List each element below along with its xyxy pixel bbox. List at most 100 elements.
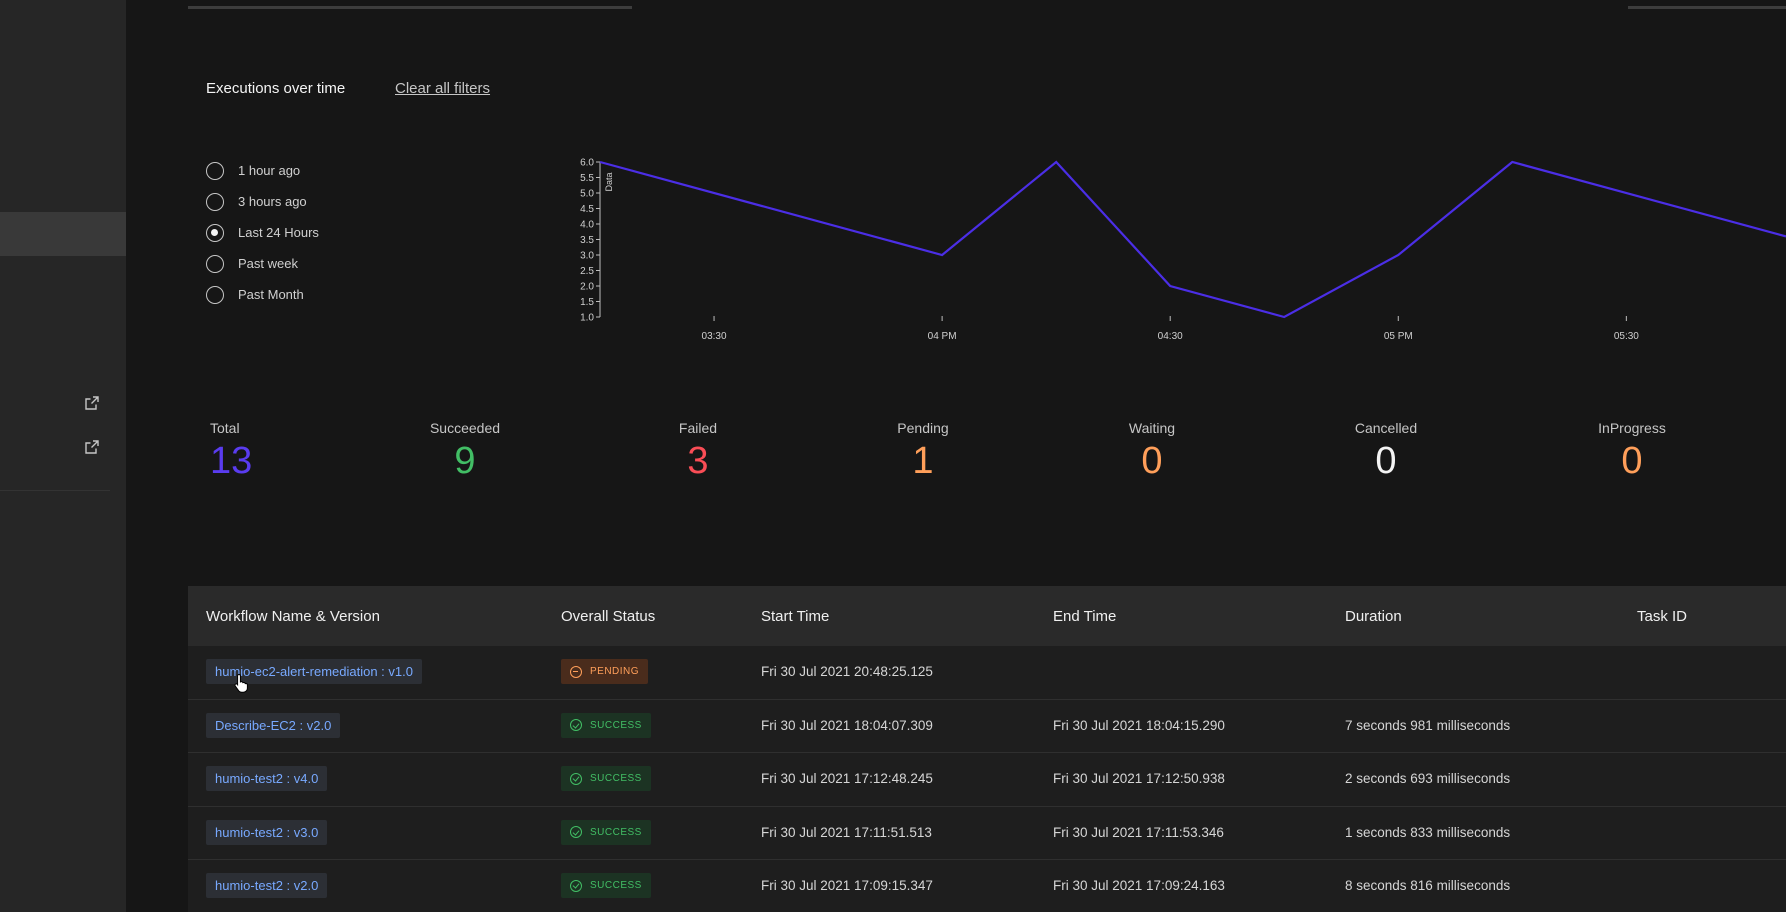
stat-label: Failed — [678, 420, 718, 436]
end-time-cell: Fri 30 Jul 2021 17:12:50.938 — [1053, 771, 1225, 786]
y-tick-label: 1.0 — [580, 313, 594, 324]
top-input-edge — [188, 6, 632, 9]
status-badge: SUCCESS — [561, 873, 651, 898]
status-text: PENDING — [590, 666, 640, 677]
stat-pending: Pending 1 — [897, 420, 948, 480]
status-badge: SUCCESS — [561, 819, 651, 845]
stat-succeeded: Succeeded 9 — [430, 420, 500, 480]
sidebar-divider — [0, 490, 110, 491]
clear-all-filters-link[interactable]: Clear all filters — [395, 80, 491, 97]
column-header-duration[interactable]: Duration — [1345, 608, 1402, 625]
y-tick-label: 2.5 — [580, 266, 594, 277]
radio-label: Last 24 Hours — [238, 225, 319, 240]
stat-inprogress: InProgress 0 — [1598, 420, 1666, 480]
duration-cell: 7 seconds 981 milliseconds — [1345, 717, 1511, 733]
sidebar-item-active[interactable] — [0, 212, 126, 256]
duration-cell: 1 seconds 833 milliseconds — [1345, 824, 1511, 840]
radio-label: 1 hour ago — [238, 163, 301, 178]
executions-series-line — [599, 160, 1786, 319]
stat-label: Waiting — [1128, 420, 1176, 436]
stat-waiting: Waiting 0 — [1129, 420, 1175, 480]
column-header-task-id[interactable]: Task ID — [1637, 608, 1688, 625]
column-header-workflow-name-version[interactable]: Workflow Name & Version — [206, 608, 380, 625]
y-tick-label: 6.0 — [580, 158, 594, 169]
table-body: humio-ec2-alert-remediation : v1.0 PENDIN… — [188, 646, 1786, 912]
radio-option-last-24-hours[interactable]: Last 24 Hours — [206, 217, 319, 248]
radio-checked-icon[interactable] — [206, 223, 224, 242]
start-time-cell: Fri 30 Jul 2021 17:09:15.347 — [761, 878, 933, 893]
stat-value: 0 — [1141, 440, 1163, 482]
external-link-icon[interactable] — [84, 439, 100, 455]
start-time-cell: Fri 30 Jul 2021 18:04:07.309 — [761, 717, 933, 733]
column-header-end-time[interactable]: End Time — [1053, 608, 1117, 625]
x-tick-label: 03:30 — [702, 331, 727, 342]
checkmark-circle-icon — [570, 879, 582, 892]
end-time-cell: Fri 30 Jul 2021 17:09:24.163 — [1053, 878, 1225, 893]
sidebar — [0, 0, 126, 912]
stat-value: 0 — [1375, 440, 1397, 482]
stat-label: Pending — [897, 420, 949, 436]
table-row[interactable]: humio-ec2-alert-remediation : v1.0 PENDIN… — [188, 646, 1786, 700]
radio-unchecked-icon[interactable] — [206, 161, 224, 180]
y-tick-label: 1.5 — [580, 297, 594, 308]
radio-unchecked-icon[interactable] — [206, 285, 224, 304]
y-tick-label: 5.0 — [580, 189, 594, 200]
x-tick-label: 05:30 — [1614, 331, 1639, 342]
stat-total: Total 13 — [210, 420, 252, 480]
radio-label: Past Month — [238, 287, 304, 302]
y-tick-label: 4.5 — [580, 204, 594, 215]
workflow-link[interactable]: Describe-EC2 : v2.0 — [206, 712, 341, 738]
radio-unchecked-icon[interactable] — [206, 192, 224, 211]
y-tick-label: 2.0 — [580, 282, 594, 293]
radio-option-past-month[interactable]: Past Month — [206, 279, 319, 310]
duration-cell: 8 seconds 816 milliseconds — [1345, 878, 1511, 893]
end-time-cell: Fri 30 Jul 2021 17:11:53.346 — [1053, 824, 1224, 840]
mouse-cursor-icon — [234, 673, 248, 693]
radio-option-past-week[interactable]: Past week — [206, 248, 319, 279]
end-time-cell: Fri 30 Jul 2021 18:04:15.290 — [1053, 717, 1225, 733]
x-tick-label: 05 PM — [1384, 331, 1413, 342]
external-link-icon[interactable] — [84, 395, 100, 411]
status-badge: SUCCESS — [561, 766, 651, 791]
stat-label: Total — [210, 420, 240, 436]
stat-label: Cancelled — [1354, 420, 1418, 436]
table-header: Workflow Name & Version Overall Status Sta… — [188, 586, 1786, 646]
workflow-link[interactable]: humio-test2 : v4.0 — [206, 766, 328, 791]
table-row[interactable]: humio-test2 : v4.0 SUCCESS Fri 30 Jul 2021… — [188, 753, 1786, 807]
checkmark-circle-icon — [570, 772, 582, 785]
stat-failed: Failed 3 — [679, 420, 717, 480]
radio-label: 3 hours ago — [238, 194, 307, 209]
status-text: SUCCESS — [590, 826, 642, 838]
start-time-cell: Fri 30 Jul 2021 17:12:48.245 — [761, 771, 933, 786]
table-row[interactable]: humio-test2 : v2.0 SUCCESS Fri 30 Jul 2021… — [188, 860, 1786, 912]
stat-label: Succeeded — [429, 420, 501, 436]
table-row[interactable]: Describe-EC2 : v2.0 SUCCESS Fri 30 Jul 202… — [188, 700, 1786, 753]
y-tick-label: 4.0 — [580, 220, 594, 231]
workflow-link[interactable]: humio-ec2-alert-remediation : v1.0 — [206, 659, 422, 684]
y-tick-label: 3.5 — [580, 235, 594, 246]
y-tick-label: 5.5 — [580, 173, 594, 184]
radio-option-1-hour-ago[interactable]: 1 hour ago — [206, 155, 319, 186]
time-range-radio-group: 1 hour ago 3 hours ago Last 24 Hours Past w… — [206, 155, 319, 310]
radio-option-3-hours-ago[interactable]: 3 hours ago — [206, 186, 319, 217]
stat-label: InProgress — [1598, 420, 1666, 436]
status-text: SUCCESS — [590, 719, 642, 731]
column-header-overall-status[interactable]: Overall Status — [561, 608, 656, 625]
checkmark-circle-icon — [570, 719, 582, 731]
start-time-cell: Fri 30 Jul 2021 17:11:51.513 — [761, 824, 932, 840]
top-input-edge — [1628, 6, 1786, 9]
radio-label: Past week — [238, 256, 298, 271]
status-text: SUCCESS — [590, 773, 642, 784]
workflow-link[interactable]: humio-test2 : v3.0 — [206, 819, 328, 845]
status-badge: SUCCESS — [561, 712, 651, 738]
stat-cancelled: Cancelled 0 — [1355, 420, 1417, 480]
radio-unchecked-icon[interactable] — [206, 254, 224, 273]
stat-value: 1 — [912, 440, 934, 482]
table-row[interactable]: humio-test2 : v3.0 SUCCESS Fri 30 Jul 2021… — [188, 807, 1786, 860]
chart-title: Executions over time — [206, 80, 346, 97]
workflow-link[interactable]: humio-test2 : v2.0 — [206, 873, 328, 898]
stat-value: 13 — [210, 440, 253, 482]
y-tick-label: 3.0 — [580, 251, 594, 262]
column-header-start-time[interactable]: Start Time — [761, 608, 830, 625]
